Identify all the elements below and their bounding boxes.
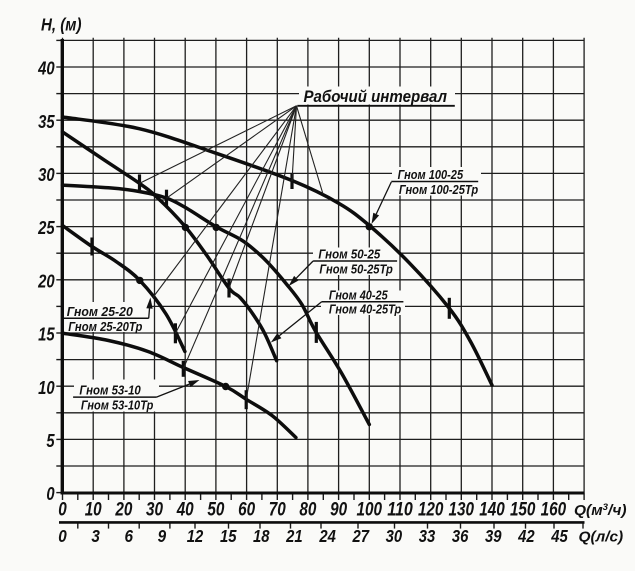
svg-text:24: 24 xyxy=(319,526,337,546)
svg-text:10: 10 xyxy=(38,377,55,398)
svg-text:120: 120 xyxy=(418,499,444,521)
svg-text:Гном 100-25: Гном 100-25 xyxy=(398,168,464,182)
svg-text:5: 5 xyxy=(46,430,55,451)
svg-text:27: 27 xyxy=(352,526,370,546)
svg-text:0: 0 xyxy=(46,483,55,504)
svg-text:3: 3 xyxy=(91,526,100,546)
svg-text:80: 80 xyxy=(299,499,316,521)
svg-text:30: 30 xyxy=(146,499,163,521)
svg-text:150: 150 xyxy=(510,499,536,521)
svg-text:20: 20 xyxy=(115,499,133,521)
svg-text:130: 130 xyxy=(449,499,475,521)
svg-text:Рабочий интервал: Рабочий интервал xyxy=(304,88,448,106)
svg-text:160: 160 xyxy=(541,499,567,521)
svg-text:100: 100 xyxy=(357,499,383,521)
svg-text:10: 10 xyxy=(85,499,102,521)
svg-text:Q(м3/ч): Q(м 3/ч) xyxy=(574,502,627,519)
svg-text:9: 9 xyxy=(158,526,167,546)
svg-text:36: 36 xyxy=(452,526,469,546)
svg-text:40: 40 xyxy=(176,499,194,521)
svg-text:35: 35 xyxy=(38,111,55,132)
svg-text:Гном 100-25Тр: Гном 100-25Тр xyxy=(399,183,479,197)
svg-text:20: 20 xyxy=(37,270,55,291)
svg-text:6: 6 xyxy=(125,526,134,546)
svg-text:50: 50 xyxy=(207,499,224,521)
svg-text:70: 70 xyxy=(269,499,286,521)
svg-text:Гном 40-25: Гном 40-25 xyxy=(329,289,389,303)
svg-text:Гном 40-25Тр: Гном 40-25Тр xyxy=(329,303,402,317)
svg-text:Гном 50-25: Гном 50-25 xyxy=(318,248,381,262)
svg-text:0: 0 xyxy=(58,526,67,546)
svg-text:25: 25 xyxy=(37,217,55,238)
svg-text:Q(л/с): Q(л/с) xyxy=(579,530,624,546)
svg-text:12: 12 xyxy=(187,526,204,546)
svg-text:33: 33 xyxy=(419,526,436,546)
svg-text:140: 140 xyxy=(479,499,505,521)
svg-text:Гном 50-25Тр: Гном 50-25Тр xyxy=(319,263,393,277)
svg-text:18: 18 xyxy=(253,526,270,546)
svg-text:90: 90 xyxy=(330,499,347,521)
svg-text:45: 45 xyxy=(550,526,568,546)
svg-text:Гном 25-20: Гном 25-20 xyxy=(67,305,133,319)
svg-text:42: 42 xyxy=(517,526,535,546)
svg-text:Гном 53-10Тр: Гном 53-10Тр xyxy=(81,399,154,413)
svg-text:39: 39 xyxy=(485,526,502,546)
svg-text:15: 15 xyxy=(38,324,55,345)
svg-text:0: 0 xyxy=(58,499,67,521)
svg-text:Гном 53-10: Гном 53-10 xyxy=(79,384,140,398)
svg-text:40: 40 xyxy=(37,58,55,79)
svg-text:21: 21 xyxy=(285,526,302,546)
svg-text:H, (м): H, (м) xyxy=(41,15,82,35)
svg-text:60: 60 xyxy=(238,499,255,521)
svg-text:Гном 25-20Тр: Гном 25-20Тр xyxy=(68,320,142,334)
svg-text:110: 110 xyxy=(387,499,413,521)
svg-text:15: 15 xyxy=(220,526,237,546)
svg-text:30: 30 xyxy=(386,526,403,546)
svg-text:30: 30 xyxy=(38,164,55,185)
